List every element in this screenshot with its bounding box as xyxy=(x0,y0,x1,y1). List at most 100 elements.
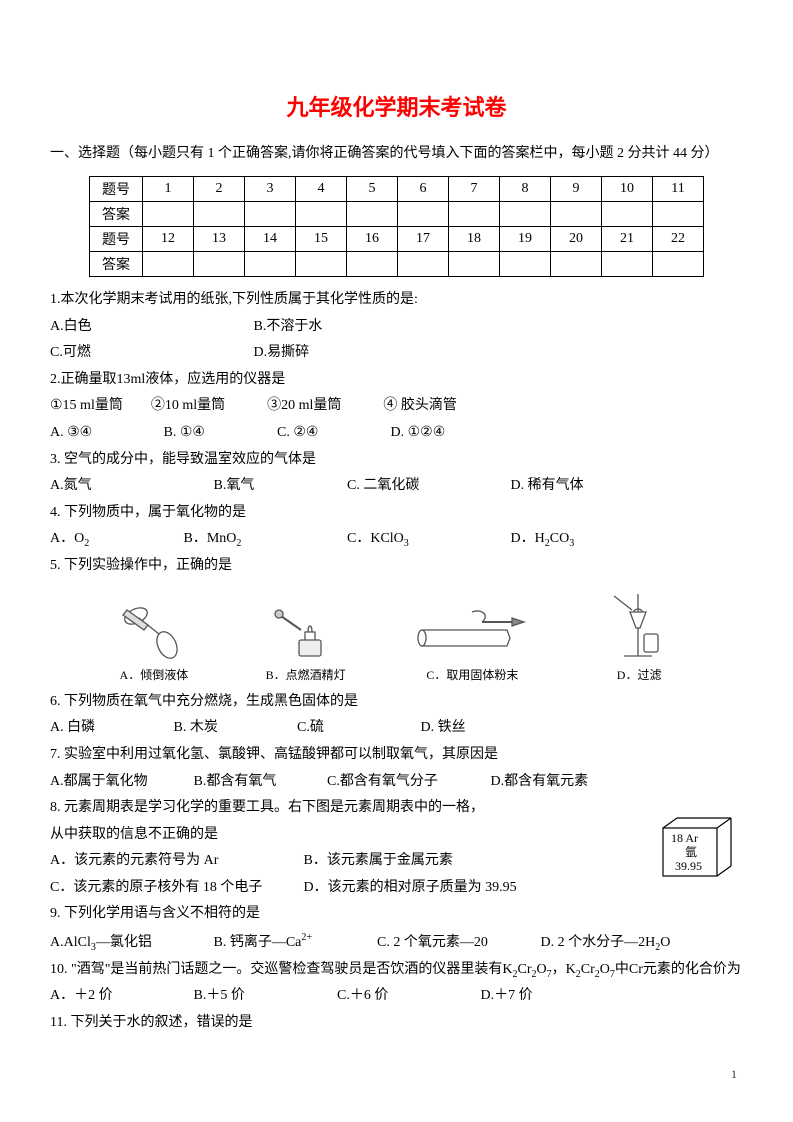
cell[interactable] xyxy=(347,202,398,227)
q7-stem: 7. 实验室中利用过氧化氢、氯酸钾、高锰酸钾都可以制取氧气，其原因是 xyxy=(50,742,743,769)
q1-optD: D.易撕碎 xyxy=(254,340,310,367)
cell[interactable] xyxy=(194,202,245,227)
cell[interactable] xyxy=(296,252,347,277)
cell: 1 xyxy=(143,177,194,202)
q5-stem: 5. 下列实验操作中，正确的是 xyxy=(50,553,743,580)
cell-label: 答案 xyxy=(90,252,143,277)
q2-optC: C. ②④ xyxy=(277,420,387,447)
q2-items: ①15 ml量筒 ②10 ml量筒 ③20 ml量筒 ④ 胶头滴管 xyxy=(50,393,743,420)
q5-figB: B．点燃酒精灯 xyxy=(261,600,351,683)
q9-optB: B. 钙离子—Ca2+ xyxy=(214,928,374,956)
cell: 5 xyxy=(347,177,398,202)
cell: 11 xyxy=(653,177,704,202)
q7-optA: A.都属于氧化物 xyxy=(50,769,190,796)
q10-optD: D.＋7 价 xyxy=(481,983,533,1010)
q3-optB: B.氧气 xyxy=(214,473,344,500)
cell-label: 答案 xyxy=(90,202,143,227)
cell: 17 xyxy=(398,227,449,252)
q7-optC: C.都含有氧气分子 xyxy=(327,769,487,796)
cell[interactable] xyxy=(653,252,704,277)
periodic-cell-icon: 18 Ar 氩 39.95 xyxy=(661,816,733,880)
q7-optD: D.都含有氧元素 xyxy=(491,769,589,796)
cell[interactable] xyxy=(653,202,704,227)
q9-optD: D. 2 个水分子—2H2O xyxy=(541,930,671,957)
cell: 7 xyxy=(449,177,500,202)
q4-optC: C．KClO3 xyxy=(347,526,507,553)
cell: 9 xyxy=(551,177,602,202)
q1-optA: A.白色 xyxy=(50,314,250,341)
cell[interactable] xyxy=(143,202,194,227)
cell: 8 xyxy=(500,177,551,202)
cell-label: 题号 xyxy=(90,227,143,252)
section1-instruction: 一、选择题（每小题只有 1 个正确答案,请你将正确答案的代号填入下面的答案栏中，… xyxy=(50,140,743,168)
cell[interactable] xyxy=(551,252,602,277)
cell[interactable] xyxy=(602,252,653,277)
svg-text:39.95: 39.95 xyxy=(675,859,702,873)
q1-optC: C.可燃 xyxy=(50,340,250,367)
cell[interactable] xyxy=(551,202,602,227)
q9-optA: A.AlCl3—氯化铝 xyxy=(50,930,210,957)
cell: 15 xyxy=(296,227,347,252)
cell[interactable] xyxy=(500,202,551,227)
cell[interactable] xyxy=(602,202,653,227)
svg-text:氩: 氩 xyxy=(685,845,697,859)
cell[interactable] xyxy=(398,202,449,227)
exam-title: 九年级化学期末考试卷 xyxy=(50,90,743,122)
cell[interactable] xyxy=(296,202,347,227)
q1-options: A.白色 B.不溶于水 xyxy=(50,314,743,341)
q9-optC: C. 2 个氧元素—20 xyxy=(377,930,537,957)
q8-row2: C．该元素的原子核外有 18 个电子 D．该元素的相对原子质量为 39.95 xyxy=(50,875,743,902)
cell[interactable] xyxy=(143,252,194,277)
pour-liquid-icon xyxy=(109,600,199,662)
q8-optC: C．该元素的原子核外有 18 个电子 xyxy=(50,875,300,902)
q8-stem1: 8. 元素周期表是学习化学的重要工具。右下图是元素周期表中的一格， xyxy=(50,795,743,822)
q8-optB: B．该元素属于金属元素 xyxy=(304,848,453,875)
q6-options: A. 白磷 B. 木炭 C.硫 D. 铁丝 xyxy=(50,715,743,742)
q4-options: A．O2 B．MnO2 C．KClO3 D．H2CO3 xyxy=(50,526,743,553)
page-number: 1 xyxy=(731,1067,737,1082)
cell: 21 xyxy=(602,227,653,252)
cell[interactable] xyxy=(245,202,296,227)
cell: 20 xyxy=(551,227,602,252)
q7-options: A.都属于氧化物 B.都含有氧气 C.都含有氧气分子 D.都含有氧元素 xyxy=(50,769,743,796)
q8-row1: A．该元素的元素符号为 Ar B．该元素属于金属元素 xyxy=(50,848,743,875)
q3-optC: C. 二氧化碳 xyxy=(347,473,507,500)
cell: 13 xyxy=(194,227,245,252)
q10-stem: 10. "酒驾"是当前热门话题之一。交巡警检查驾驶员是否饮酒的仪器里装有K2Cr… xyxy=(50,957,743,984)
cell-label: 题号 xyxy=(90,177,143,202)
q3-optD: D. 稀有气体 xyxy=(511,473,584,500)
filter-icon xyxy=(594,590,684,662)
q6-optD: D. 铁丝 xyxy=(421,715,466,742)
cell[interactable] xyxy=(194,252,245,277)
cell: 14 xyxy=(245,227,296,252)
q5-figA: A．倾倒液体 xyxy=(109,600,199,683)
cell: 22 xyxy=(653,227,704,252)
q8-optA: A．该元素的元素符号为 Ar xyxy=(50,848,300,875)
cell[interactable] xyxy=(245,252,296,277)
q6-optC: C.硫 xyxy=(297,715,417,742)
cell: 12 xyxy=(143,227,194,252)
q2-options: A. ③④ B. ①④ C. ②④ D. ①②④ xyxy=(50,420,743,447)
cell[interactable] xyxy=(449,202,500,227)
q4-optD: D．H2CO3 xyxy=(511,526,575,553)
cell[interactable] xyxy=(500,252,551,277)
svg-text:18 Ar: 18 Ar xyxy=(671,831,698,845)
q3-stem: 3. 空气的成分中，能导致温室效应的气体是 xyxy=(50,447,743,474)
cell: 4 xyxy=(296,177,347,202)
cell[interactable] xyxy=(347,252,398,277)
table-row: 答案 xyxy=(90,252,704,277)
q5-figures: A．倾倒液体 B．点燃酒精灯 xyxy=(78,590,715,683)
cell: 10 xyxy=(602,177,653,202)
cell: 6 xyxy=(398,177,449,202)
q3-options: A.氮气 B.氧气 C. 二氧化碳 D. 稀有气体 xyxy=(50,473,743,500)
take-solid-icon xyxy=(412,600,532,662)
cell[interactable] xyxy=(398,252,449,277)
answer-table: 题号 1 2 3 4 5 6 7 8 9 10 11 答案 题号 12 13 1… xyxy=(89,176,704,277)
periodic-cell: 18 Ar 氩 39.95 xyxy=(661,816,733,880)
q2-optA: A. ③④ xyxy=(50,420,160,447)
q6-stem: 6. 下列物质在氧气中充分燃烧，生成黑色固体的是 xyxy=(50,689,743,716)
q1-stem: 1.本次化学期末考试用的纸张,下列性质属于其化学性质的是: xyxy=(50,287,743,314)
q8-stem2: 从中获取的信息不正确的是 xyxy=(50,822,743,849)
cell[interactable] xyxy=(449,252,500,277)
cell: 16 xyxy=(347,227,398,252)
